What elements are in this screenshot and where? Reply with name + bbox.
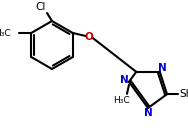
Text: H₃C: H₃C [0, 29, 11, 38]
Text: N: N [144, 108, 152, 118]
Text: Cl: Cl [36, 2, 46, 12]
Text: N: N [158, 63, 167, 73]
Text: N: N [120, 75, 129, 85]
Text: H₃C: H₃C [113, 96, 129, 105]
Text: O: O [84, 32, 93, 42]
Text: SH: SH [180, 89, 188, 99]
